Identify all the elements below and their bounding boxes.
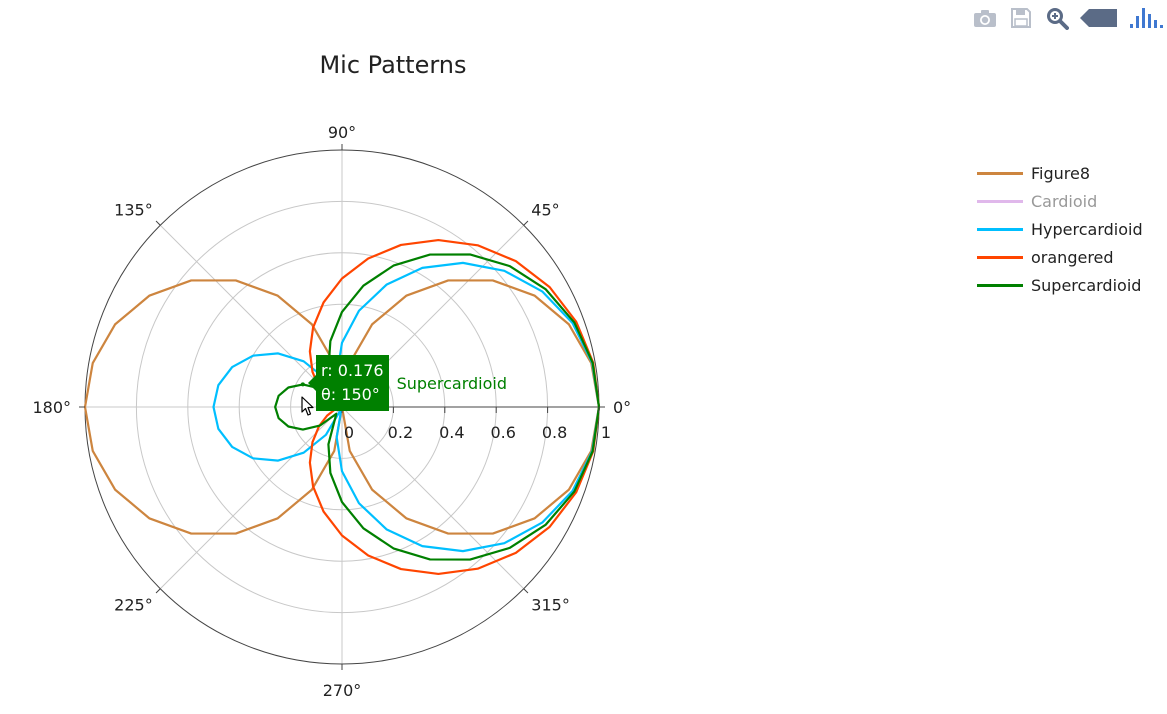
series-line-supercardioid[interactable] (274, 253, 601, 561)
zoom-icon (1045, 6, 1069, 30)
angular-grid-line (159, 406, 343, 590)
legend-swatch (977, 199, 1023, 203)
radial-tick-label: 0.4 (439, 423, 464, 442)
angular-tick-label: 45° (531, 201, 559, 220)
legend-swatch (977, 227, 1023, 231)
legend-item-supercardioid[interactable]: Supercardioid (977, 271, 1167, 299)
angular-tick-label: 135° (114, 201, 153, 220)
legend-item-cardioid[interactable]: Cardioid (977, 187, 1167, 215)
zoom-button[interactable] (1043, 4, 1071, 32)
legend-item-orangered[interactable]: orangered (977, 243, 1167, 271)
axis-labels: 0 0.2 0.4 0.6 0.8 10° 45° 90° 135° 180° 225° 270° 31… (32, 123, 631, 700)
tag-button[interactable] (1079, 4, 1119, 32)
angular-tick-label: 90° (328, 123, 356, 142)
radial-tick-label: 0.6 (490, 423, 515, 442)
legend-swatch (977, 283, 1023, 287)
angular-tick (155, 220, 161, 226)
mouse-cursor-icon (301, 396, 314, 416)
save-button[interactable] (1007, 4, 1035, 32)
legend-label: orangered (1031, 247, 1114, 267)
chart-title: Mic Patterns (319, 51, 466, 79)
plotly-logo-icon (1128, 6, 1166, 30)
angular-tick-label: 225° (114, 595, 153, 614)
save-icon (1010, 7, 1032, 29)
angular-tick (523, 588, 529, 594)
angular-grid-line (341, 406, 525, 590)
legend-label: Hypercardioid (1031, 219, 1143, 239)
legend-item-hypercardioid[interactable]: Hypercardioid (977, 215, 1167, 243)
radial-tick-label: 0 (344, 423, 354, 442)
angular-tick-label: 0° (613, 398, 631, 417)
legend-item-figure8[interactable]: Figure8 (977, 159, 1167, 187)
series-line-hypercardioid[interactable] (212, 261, 601, 553)
hover-point (300, 382, 305, 387)
hover-label: r: 0.176 θ: 150° Supercardioid (308, 355, 507, 411)
legend-label: Figure8 (1031, 163, 1091, 183)
camera-button[interactable] (971, 4, 999, 32)
modebar (971, 4, 1167, 32)
radial-tick-label: 1 (601, 423, 611, 442)
legend-label: Cardioid (1031, 191, 1098, 211)
tag-icon (1080, 8, 1118, 28)
angular-tick (155, 588, 161, 594)
hover-theta-value: θ: 150° (321, 385, 380, 404)
angular-tick-label: 315° (531, 595, 570, 614)
radial-tick-label: 0.2 (388, 423, 413, 442)
camera-icon (973, 8, 997, 28)
legend-label: Supercardioid (1031, 275, 1142, 295)
legend: Figure8 Cardioid Hypercardioid orangered Sup… (977, 159, 1167, 299)
plotly-logo-button[interactable] (1127, 4, 1167, 32)
legend-swatch (977, 171, 1023, 175)
hover-series-name: Supercardioid (396, 373, 507, 393)
angular-tick (523, 220, 529, 226)
radial-tick-label: 0.8 (542, 423, 567, 442)
hover-box: r: 0.176 θ: 150° (308, 355, 389, 411)
angular-tick-label: 270° (323, 681, 362, 700)
hover-r-value: r: 0.176 (321, 361, 384, 380)
legend-swatch (977, 255, 1023, 259)
angular-tick-label: 180° (32, 398, 71, 417)
